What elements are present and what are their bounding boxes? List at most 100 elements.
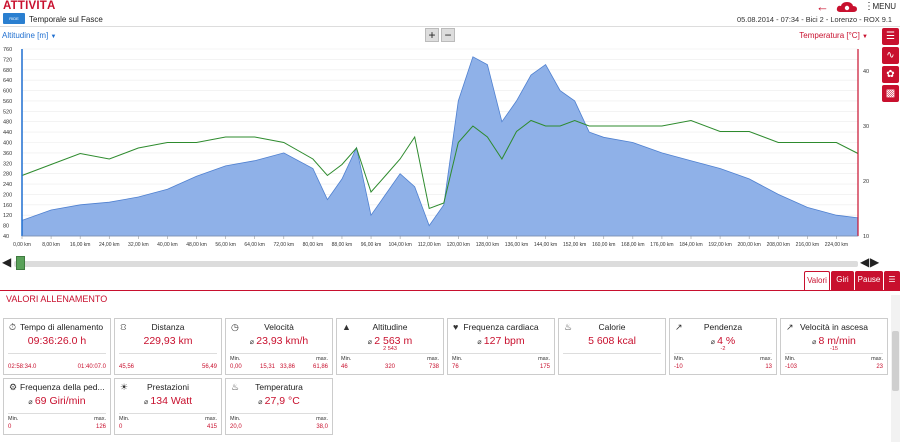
list-view-icon[interactable]: ☰ [882, 28, 899, 45]
y-left-tick-label: 280 [3, 172, 12, 178]
x-tick-label: 136,00 km [505, 242, 528, 248]
tile-value: 134 Watt [150, 395, 193, 407]
max-label: max. [94, 416, 106, 422]
x-tick-label: 176,00 km [650, 242, 673, 248]
min-label: Min. [674, 356, 685, 362]
stat-tile: ⏱ Tempo di allenamento 09:36:26.0 h 02:58:3… [3, 318, 111, 375]
heart-icon: ♥ [453, 322, 459, 332]
y-right-tick-label: 40 [863, 69, 869, 75]
marker-toggle-icon[interactable]: ✿ [882, 66, 899, 83]
bar-view-icon[interactable]: ▩ [882, 85, 899, 102]
tile-right-value: 56,49 [201, 364, 217, 370]
slider-thumb[interactable] [16, 256, 25, 270]
x-tick-label: 208,00 km [767, 242, 790, 248]
avg-symbol: ⌀ [710, 339, 715, 346]
min-value: 0 [8, 424, 12, 430]
temperature-series-line [21, 119, 859, 210]
slider-track[interactable] [14, 261, 858, 267]
tile-sub-value: -2 [720, 346, 726, 352]
x-tick-label: 200,00 km [737, 242, 760, 248]
x-tick-label: 80,00 km [303, 242, 324, 248]
tile-title: Distanza [151, 322, 185, 332]
y-left-tick-label: 120 [3, 213, 12, 219]
grade-icon: ↗ [675, 322, 683, 332]
zoom-in-button[interactable]: + [425, 28, 439, 42]
y-left-tick-label: 40 [3, 234, 9, 240]
avg-symbol: ⌀ [477, 339, 482, 346]
tab-list-icon[interactable]: ☰ [884, 271, 900, 290]
x-tick-label: 144,00 km [534, 242, 557, 248]
tile-center-value: 320 [384, 364, 395, 370]
slider-end-arrow-icon[interactable]: ▶ [870, 255, 880, 269]
back-arrow-icon[interactable]: ← [816, 0, 829, 14]
signpost-icon: ⛻ [120, 322, 127, 332]
tab-giri[interactable]: Giri [831, 271, 854, 290]
cloud-sync-icon[interactable] [836, 1, 858, 13]
max-label: max. [871, 356, 883, 362]
max-value: 126 [95, 424, 106, 430]
x-tick-label: 8,00 km [42, 242, 60, 248]
stat-tile: ↗ Velocità in ascesa ⌀ 8 m/min -15 Min. max. -… [780, 318, 888, 375]
tile-title: Pendenza [703, 322, 743, 332]
y-right-tick-label: 30 [863, 124, 869, 130]
activity-date: 05.08.2014 [737, 15, 775, 24]
max-label: max. [316, 416, 328, 422]
activity-meta: 05.08.2014 - 07:34 - Bici 2 - Lorenzo - … [737, 15, 892, 24]
x-tick-label: 48,00 km [186, 242, 207, 248]
top-bar: ATTIVITÀ RIDE Temporale sul Fasce 05.08.… [0, 0, 900, 27]
min-label: Min. [785, 356, 796, 362]
stat-tile: ↗ Pendenza ⌀ 4 % -2 Min. max. -10 13 [669, 318, 777, 375]
slider-left-arrow-icon[interactable]: ◀ [2, 255, 12, 269]
x-tick-label: 24,00 km [99, 242, 120, 248]
min-value: 20,0 [230, 424, 242, 430]
range-slider[interactable]: ◀ ◀ ▶ [0, 255, 880, 271]
chart-toolbar: Altitudine [m] ▼ + − Temperatura [°C] ▼ [0, 27, 878, 44]
min-value: -10 [674, 364, 683, 370]
max-value: 38,0 [316, 424, 328, 430]
tile-value: 127 bpm [483, 335, 525, 347]
thermometer-icon: ♨ [231, 382, 240, 392]
avg-symbol: ⌀ [249, 339, 255, 346]
left-axis-selector[interactable]: Altitudine [m] ▼ [2, 31, 57, 40]
max-label: max. [538, 356, 550, 362]
tile-value: 5 608 kcal [588, 335, 636, 347]
min-value: -103 [785, 364, 798, 370]
max-value: 61,86 [312, 364, 328, 370]
max-value: 175 [539, 364, 550, 370]
zoom-out-button[interactable]: − [441, 28, 455, 42]
tab-pause[interactable]: Pause [855, 271, 883, 290]
page-title: ATTIVITÀ [3, 0, 56, 12]
route-name[interactable]: Temporale sul Fasce [29, 15, 103, 24]
activity-time: 07:34 [780, 15, 800, 24]
scrollbar-thumb[interactable] [892, 331, 899, 391]
slider-right-arrow-icon[interactable]: ◀ [860, 255, 870, 269]
max-value: 415 [206, 424, 217, 430]
y-left-tick-label: 80 [3, 224, 9, 230]
max-value: 738 [428, 364, 439, 370]
tile-title: Calorie [598, 322, 626, 332]
curve-toggle-icon[interactable]: ∿ [882, 47, 899, 64]
y-left-tick-label: 520 [3, 109, 12, 115]
tab-valori[interactable]: Valori [804, 271, 830, 290]
y-left-tick-label: 480 [3, 120, 12, 126]
y-left-tick-label: 440 [3, 130, 12, 136]
y-left-tick-label: 360 [3, 151, 12, 157]
altitude-temperature-chart[interactable]: 40 80 120 160 200 240 280 320 360 400 440 480 520 560… [0, 44, 878, 255]
menu-dots-icon[interactable]: ⋮ [864, 1, 874, 12]
tile-divider [785, 353, 883, 354]
x-tick-label: 32,00 km [128, 242, 149, 248]
y-left-tick-label: 320 [3, 161, 12, 167]
menu-button[interactable]: MENU [872, 2, 896, 11]
activity-bike: Bici 2 [805, 15, 824, 24]
right-axis-selector[interactable]: Temperatura [°C] ▼ [799, 31, 868, 40]
tile-divider [341, 353, 439, 354]
y-left-tick-label: 160 [3, 203, 12, 209]
page-scrollbar[interactable] [891, 295, 900, 442]
x-tick-label: 120,00 km [447, 242, 470, 248]
tile-mid-value-1: 15,31 [260, 364, 276, 370]
y-right-tick-label: 10 [863, 234, 869, 240]
max-label: max. [760, 356, 772, 362]
stat-tile: ♥ Frequenza cardiaca ⌀ 127 bpm Min. max. 76 17… [447, 318, 555, 375]
min-value: 46 [341, 364, 348, 370]
